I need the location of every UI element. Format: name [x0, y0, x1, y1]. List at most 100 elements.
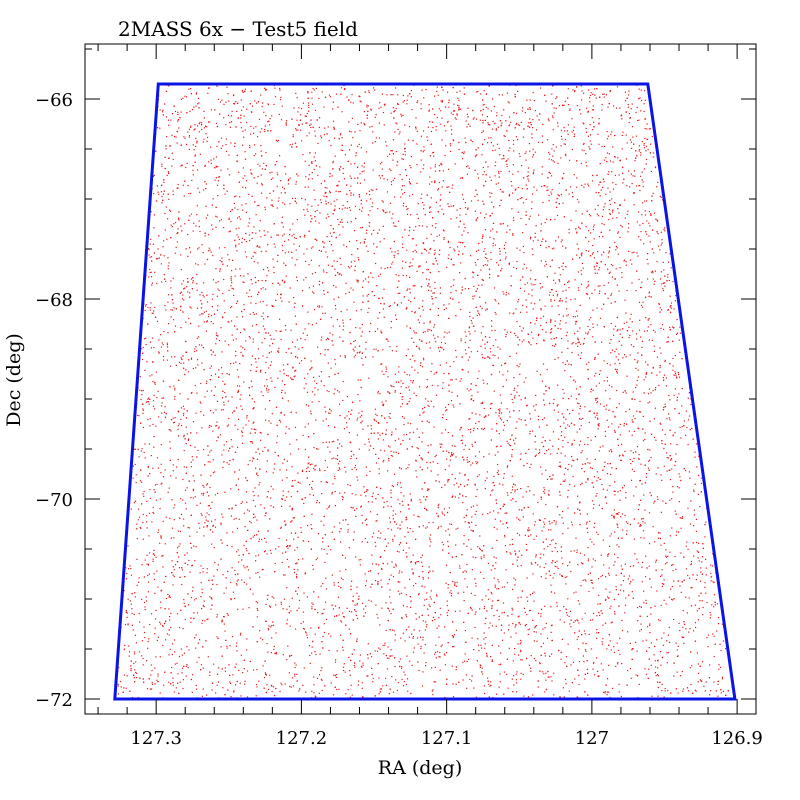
star-point [623, 575, 625, 577]
star-point [237, 391, 239, 393]
star-point [271, 413, 273, 415]
star-point [298, 362, 301, 364]
star-point [665, 549, 667, 551]
star-point [474, 455, 477, 457]
star-point [257, 163, 259, 165]
star-point [231, 396, 233, 398]
star-point [705, 521, 707, 523]
star-point [323, 631, 326, 634]
star-point [464, 202, 466, 204]
star-point [477, 461, 479, 463]
star-point [259, 431, 261, 434]
star-point [246, 292, 248, 294]
star-point [555, 523, 557, 525]
star-point [562, 177, 564, 179]
star-point [579, 304, 581, 306]
star-point [412, 238, 414, 240]
star-point [458, 301, 460, 303]
star-point [187, 291, 189, 293]
star-point [465, 496, 467, 498]
star-point [152, 337, 154, 339]
star-point [307, 525, 309, 527]
star-point [555, 521, 557, 523]
star-point [201, 128, 203, 131]
star-point [282, 235, 284, 237]
star-point [407, 208, 409, 210]
star-point [331, 531, 333, 533]
star-point [178, 217, 180, 219]
star-point [353, 454, 355, 456]
star-point [548, 200, 550, 202]
star-point [412, 651, 415, 653]
star-point [326, 553, 328, 555]
star-point [659, 307, 661, 309]
star-point [241, 209, 244, 211]
star-point [229, 645, 231, 647]
star-point [328, 633, 330, 635]
star-point [443, 508, 445, 510]
star-point [214, 519, 216, 521]
star-point [210, 146, 212, 148]
star-point [187, 564, 189, 566]
star-point [397, 482, 399, 484]
star-point [537, 239, 539, 241]
star-point [422, 578, 424, 580]
star-point [134, 653, 136, 655]
star-point [636, 650, 638, 652]
star-point [589, 329, 591, 331]
star-point [288, 234, 291, 236]
star-point [290, 453, 292, 455]
star-point [440, 163, 442, 165]
star-point [580, 343, 582, 345]
star-point [334, 505, 336, 507]
star-point [555, 107, 557, 109]
star-point [170, 365, 172, 367]
star-point [455, 683, 457, 685]
star-point [279, 98, 282, 101]
star-point [266, 643, 268, 645]
star-point [581, 262, 583, 264]
star-point [490, 403, 492, 405]
star-point [568, 425, 570, 427]
star-point [326, 236, 328, 238]
star-point [640, 629, 642, 631]
star-point [207, 454, 209, 456]
star-point [430, 167, 432, 169]
star-point [253, 261, 255, 263]
star-point [562, 269, 564, 271]
star-point [466, 113, 468, 115]
star-point [385, 400, 387, 402]
star-point [664, 359, 666, 361]
star-point [271, 685, 273, 687]
star-point [603, 405, 605, 407]
star-point [226, 544, 228, 546]
star-point [661, 199, 664, 201]
star-point [378, 647, 380, 649]
star-point [447, 587, 449, 589]
star-point [488, 696, 490, 698]
star-point [400, 115, 403, 117]
star-point [588, 361, 590, 363]
star-point [304, 115, 306, 117]
star-point [544, 627, 546, 629]
star-point [562, 480, 564, 482]
star-point [161, 163, 163, 165]
star-point [210, 375, 212, 377]
star-point [153, 489, 155, 491]
star-point [540, 324, 542, 327]
star-point [358, 559, 360, 561]
star-point [619, 499, 621, 501]
star-point [420, 647, 422, 650]
star-point [418, 454, 421, 456]
star-point [409, 183, 412, 185]
star-point [425, 278, 428, 280]
star-point [551, 653, 553, 655]
star-point [173, 385, 175, 387]
star-point [212, 279, 215, 281]
star-point [423, 146, 425, 148]
star-point [544, 222, 546, 224]
star-point [568, 463, 570, 466]
star-point [551, 562, 553, 564]
star-point [634, 417, 636, 420]
star-point [387, 340, 389, 342]
